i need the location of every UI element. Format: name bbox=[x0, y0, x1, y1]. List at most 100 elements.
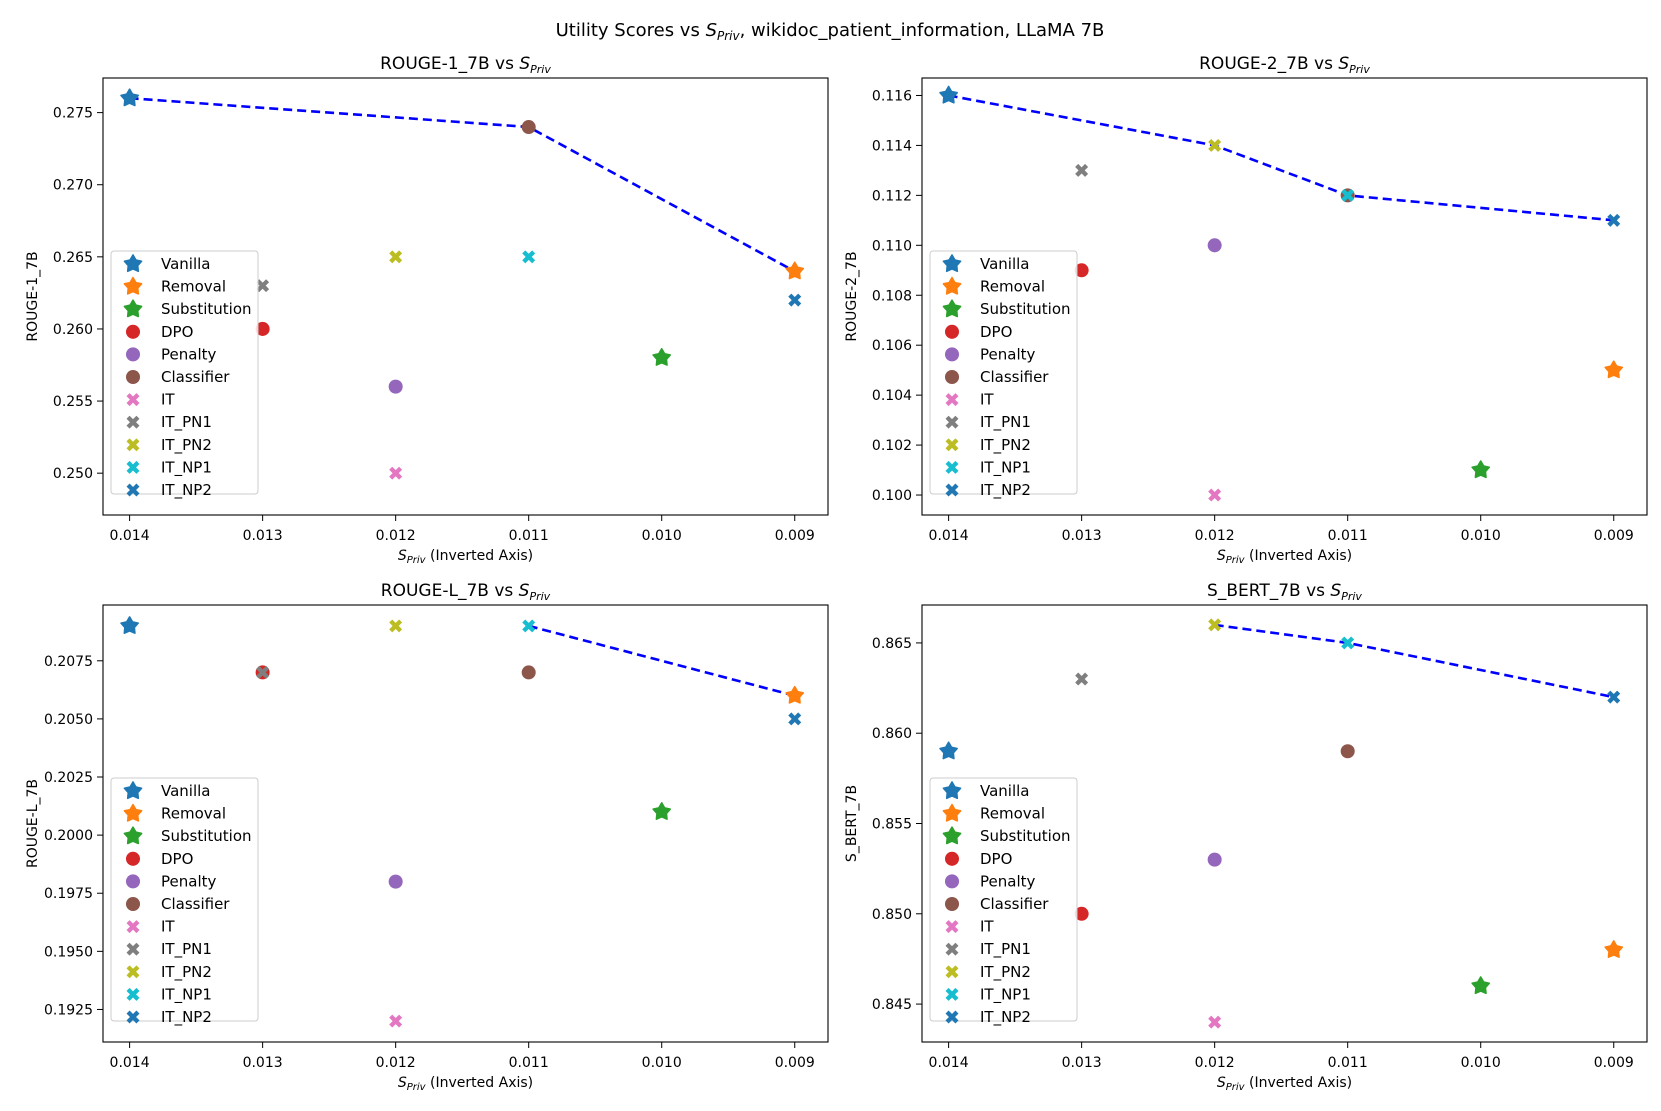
legend-marker-it-np2 bbox=[126, 483, 140, 497]
legend-label-it-np2: IT_NP2 bbox=[161, 1008, 212, 1027]
y-tick-label: 0.2050 bbox=[44, 712, 93, 728]
legend-marker-penalty bbox=[944, 874, 960, 889]
point-dpo bbox=[1074, 906, 1089, 921]
legend-marker-removal bbox=[123, 276, 143, 295]
legend-label-substitution: Substitution bbox=[161, 827, 252, 845]
point-penalty bbox=[1207, 852, 1222, 867]
legend-label-it-pn1: IT_PN1 bbox=[161, 413, 212, 432]
y-tick-label: 0.100 bbox=[872, 488, 912, 504]
legend-label-vanilla: Vanilla bbox=[980, 255, 1030, 273]
legend-label-removal: Removal bbox=[161, 805, 226, 823]
legend-marker-classifier bbox=[125, 896, 141, 912]
legend-marker-it-np1 bbox=[945, 987, 959, 1001]
point-it-pn2 bbox=[1208, 138, 1222, 152]
x-axis-label: SPriv (Inverted Axis) bbox=[1217, 548, 1352, 566]
rouge-1-7b-panel: ROUGE-1_7B vs SPriv 0.014 0.013 0.012 0.011 0… bbox=[25, 54, 829, 566]
point-it-np1 bbox=[522, 250, 536, 264]
y-tick-label: 0.114 bbox=[872, 138, 912, 154]
legend-marker-it-pn2 bbox=[126, 438, 140, 452]
legend-label-substitution: Substitution bbox=[980, 300, 1071, 318]
y-tick-label: 0.102 bbox=[872, 438, 912, 454]
legend-label-it-np1: IT_NP1 bbox=[161, 985, 212, 1004]
point-vanilla bbox=[120, 616, 139, 635]
legend-label-it-pn1: IT_PN1 bbox=[161, 940, 212, 959]
legend-box bbox=[929, 250, 1078, 495]
y-tick-label: 0.860 bbox=[872, 726, 912, 742]
legend-label-it-np1: IT_NP1 bbox=[980, 458, 1031, 477]
point-penalty bbox=[388, 874, 403, 889]
legend: Vanilla Removal Substitution DPO Penalty Clas… bbox=[929, 777, 1078, 1027]
point-substitution bbox=[1471, 460, 1491, 479]
x-tick-label: 0.010 bbox=[1461, 528, 1501, 544]
legend-box bbox=[929, 777, 1078, 1022]
point-dpo bbox=[1074, 263, 1089, 278]
legend-marker-it-pn1 bbox=[945, 942, 959, 956]
legend-marker-penalty bbox=[125, 347, 141, 362]
legend-marker-it-np1 bbox=[126, 987, 140, 1001]
legend-marker-dpo bbox=[944, 851, 960, 866]
legend-label-it-pn2: IT_PN2 bbox=[161, 436, 212, 455]
frontier-line bbox=[528, 624, 796, 697]
y-axis-label: ROUGE-2_7B bbox=[844, 251, 860, 341]
y-tick-label: 0.110 bbox=[872, 238, 912, 254]
legend-label-penalty: Penalty bbox=[980, 345, 1035, 363]
legend: Vanilla Removal Substitution DPO Penalty Clas… bbox=[929, 250, 1078, 500]
axes-frame bbox=[102, 604, 829, 1043]
point-penalty bbox=[1207, 238, 1222, 253]
y-axis-label: S_BERT_7B bbox=[844, 785, 860, 862]
legend-marker-dpo bbox=[944, 324, 960, 339]
legend-marker-classifier bbox=[125, 369, 141, 385]
x-tick-label: 0.009 bbox=[1594, 1055, 1634, 1071]
y-tick-label: 0.275 bbox=[53, 106, 93, 122]
y-tick-label: 0.104 bbox=[872, 388, 912, 404]
point-it-np2 bbox=[1607, 690, 1621, 704]
legend-label-vanilla: Vanilla bbox=[161, 782, 211, 800]
point-substitution bbox=[1471, 976, 1491, 995]
x-axis-label: SPriv (Inverted Axis) bbox=[398, 1075, 533, 1093]
legend-label-it-np2: IT_NP2 bbox=[161, 481, 212, 500]
axes-frame bbox=[921, 77, 1648, 516]
x-tick-label: 0.009 bbox=[775, 1055, 815, 1071]
y-tick-label: 0.2025 bbox=[44, 770, 93, 786]
point-removal bbox=[785, 261, 805, 280]
legend-label-removal: Removal bbox=[980, 805, 1045, 823]
legend-marker-it-np2 bbox=[126, 1010, 140, 1024]
panel-title: ROUGE-L_7B vs SPriv bbox=[381, 581, 551, 603]
y-tick-label: 0.250 bbox=[53, 466, 93, 482]
point-it-np1 bbox=[522, 619, 536, 633]
x-tick-label: 0.011 bbox=[1328, 1055, 1368, 1071]
legend-marker-it bbox=[945, 920, 959, 934]
legend-label-penalty: Penalty bbox=[980, 872, 1035, 890]
legend-box bbox=[110, 250, 259, 495]
point-dpo bbox=[255, 321, 270, 336]
legend-label-it: IT bbox=[161, 391, 175, 409]
point-classifier bbox=[521, 665, 536, 680]
legend-label-classifier: Classifier bbox=[161, 368, 230, 386]
rouge-2-7b-panel: ROUGE-2_7B vs SPriv 0.014 0.013 0.012 0.011 0… bbox=[844, 54, 1648, 566]
panel-title: S_BERT_7B vs SPriv bbox=[1207, 581, 1362, 603]
y-tick-label: 0.260 bbox=[53, 322, 93, 338]
legend-label-it-np1: IT_NP1 bbox=[161, 458, 212, 477]
legend-marker-vanilla bbox=[123, 781, 143, 800]
y-tick-label: 0.270 bbox=[53, 178, 93, 194]
legend-label-substitution: Substitution bbox=[161, 300, 252, 318]
point-penalty bbox=[388, 379, 403, 394]
legend: Vanilla Removal Substitution DPO Penalty Clas… bbox=[110, 777, 259, 1027]
legend-marker-substitution bbox=[942, 299, 962, 318]
point-it-pn1 bbox=[256, 279, 270, 293]
x-tick-label: 0.014 bbox=[929, 1055, 969, 1071]
legend-marker-dpo bbox=[125, 851, 141, 866]
x-tick-label: 0.011 bbox=[509, 528, 549, 544]
point-it-pn1 bbox=[1075, 163, 1089, 177]
x-tick-label: 0.010 bbox=[642, 1055, 682, 1071]
y-tick-label: 0.1925 bbox=[44, 1002, 93, 1018]
point-it bbox=[389, 1014, 403, 1028]
s-bert-7b-panel: S_BERT_7B vs SPriv 0.014 0.013 0.012 0.011 0.… bbox=[844, 581, 1648, 1093]
x-tick-label: 0.013 bbox=[1062, 1055, 1102, 1071]
point-it-np2 bbox=[788, 293, 802, 307]
y-tick-label: 0.2000 bbox=[44, 828, 93, 844]
panel-title: ROUGE-2_7B vs SPriv bbox=[1199, 54, 1370, 76]
legend-label-it: IT bbox=[980, 918, 994, 936]
x-tick-label: 0.009 bbox=[775, 528, 815, 544]
